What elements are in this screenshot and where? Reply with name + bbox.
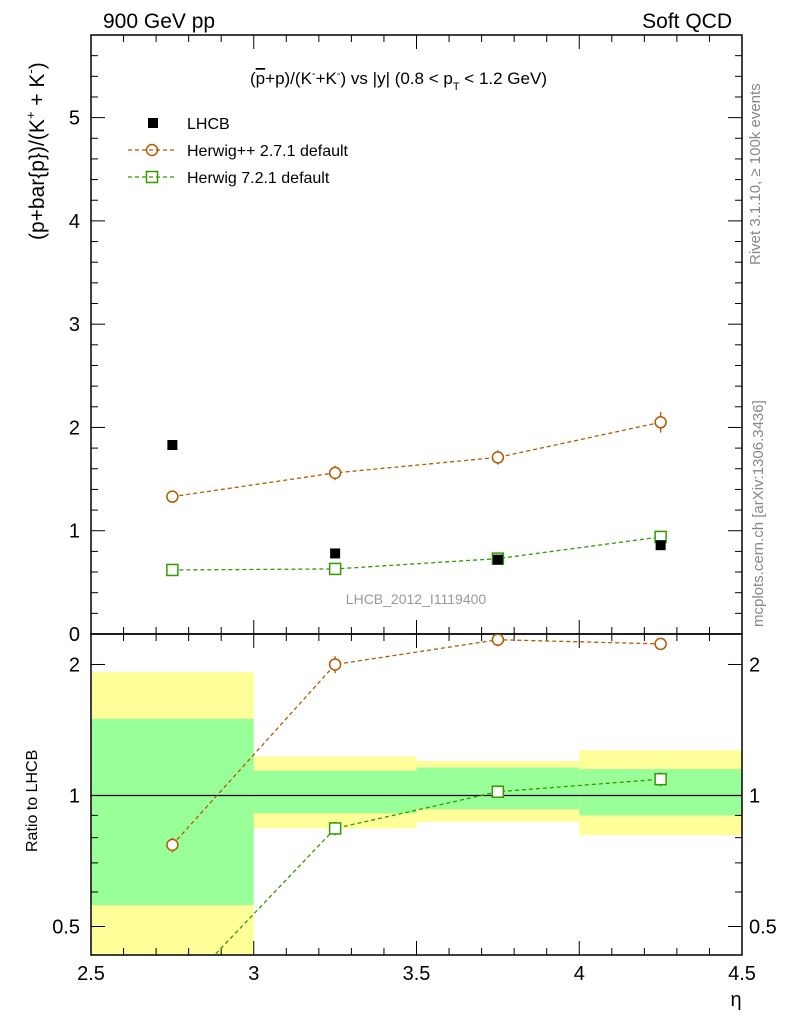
data-point-lhcb	[655, 540, 666, 551]
ratio-series	[166, 634, 667, 955]
y-tick-label: 5	[69, 108, 80, 130]
ratio-y-tick-label-right: 2	[749, 654, 760, 676]
rivet-label: Rivet 3.1.10, ≥ 100k events	[747, 83, 764, 265]
watermark: LHCB_2012_I1119400	[346, 591, 487, 607]
data-point	[654, 637, 667, 651]
data-point	[654, 416, 667, 429]
x-tick-label: 4	[574, 963, 585, 985]
ratio-plot: 2.5 3 3.5 4 4.5 0.5 0.5 1 1 2 2	[52, 633, 777, 985]
ratio-y-tick-label: 1	[69, 785, 80, 807]
main-ylabel: (p+bar{p})/(K+ + K-)	[23, 62, 49, 240]
legend-label-herwig7: Herwig 7.2.1 default	[187, 170, 330, 187]
header-left: 900 GeV pp	[103, 10, 215, 33]
svg-text:(p+p)/(K-+K-) vs |y| (0.8 < pT: (p+p)/(K-+K-) vs |y| (0.8 < pT < 1.2 GeV…	[250, 68, 547, 93]
ratio-y-tick-label-right: 0.5	[749, 916, 777, 938]
data-point-lhcb	[330, 548, 341, 559]
legend-marker-herwig7	[145, 170, 159, 184]
plot-title: (p+p)/(K-+K-) vs |y| (0.8 < pT < 1.2 GeV…	[250, 68, 547, 93]
y-tick-label: 2	[69, 417, 80, 439]
data-point	[328, 466, 342, 480]
data-point	[491, 785, 505, 798]
data-point	[491, 634, 505, 646]
data-point-lhcb	[492, 554, 503, 565]
header-right: Soft QCD	[642, 10, 732, 33]
ratio-band-inner	[253, 770, 417, 814]
series-line	[172, 421, 661, 498]
legend-label-lhcb: LHCB	[187, 116, 230, 133]
data-point	[166, 838, 179, 852]
x-tick-label: 3	[248, 963, 259, 985]
mcplots-label: mcplots.cern.ch [arXiv:1306.3436]	[750, 400, 767, 627]
x-tick-label: 4.5	[728, 963, 756, 985]
series-line	[171, 639, 661, 846]
ratio-y-tick-label: 2	[69, 654, 80, 676]
x-tick-label: 3.5	[403, 963, 431, 985]
main-plot: 0 1 2 3 4 5	[69, 34, 743, 646]
y-tick-label: 4	[69, 211, 80, 233]
svg-text:(p+bar{p})/(K+ + K-): (p+bar{p})/(K+ + K-)	[23, 62, 49, 240]
ratio-y-tick-label: 0.5	[52, 916, 80, 938]
xaxis-label: η	[730, 989, 741, 1011]
series-line	[172, 536, 661, 571]
legend-label-herwigpp: Herwig++ 2.7.1 default	[187, 143, 349, 160]
legend-marker-herwigpp	[145, 143, 159, 157]
data-point	[491, 451, 505, 464]
series-line	[213, 778, 661, 955]
data-point-lhcb	[167, 440, 178, 451]
data-point	[654, 772, 667, 786]
y-tick-label: 3	[69, 314, 80, 336]
data-point	[328, 562, 342, 576]
legend-marker-lhcb	[148, 118, 158, 128]
x-tick-label: 2.5	[77, 963, 105, 985]
data-point	[328, 822, 342, 835]
ratio-ylabel: Ratio to LHCB	[24, 750, 41, 852]
ratio-band-inner	[91, 718, 254, 906]
data-point	[166, 490, 179, 503]
data-point	[166, 563, 179, 577]
data-point	[328, 658, 342, 671]
legend: LHCB Herwig++ 2.7.1 default Herwig 7.2.1…	[128, 116, 349, 187]
ratio-y-tick-label-right: 1	[749, 785, 760, 807]
y-tick-label: 0	[69, 624, 80, 646]
y-tick-label: 1	[69, 521, 80, 543]
